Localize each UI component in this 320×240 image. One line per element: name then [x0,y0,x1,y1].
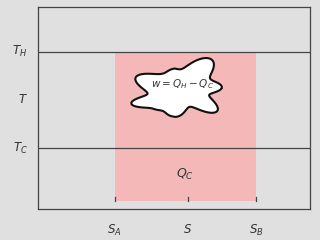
Polygon shape [131,58,222,117]
Text: $S_A$: $S_A$ [107,223,122,238]
Text: $T$: $T$ [18,93,28,106]
Text: $Q_C$: $Q_C$ [176,167,194,182]
Text: $w= Q_H- Q_C$: $w= Q_H- Q_C$ [151,77,214,91]
Text: $S$: $S$ [183,223,193,236]
Text: $T_H$: $T_H$ [12,44,28,59]
Bar [115,52,256,201]
Text: $S_B$: $S_B$ [249,223,263,238]
Text: $T_C$: $T_C$ [12,141,28,156]
